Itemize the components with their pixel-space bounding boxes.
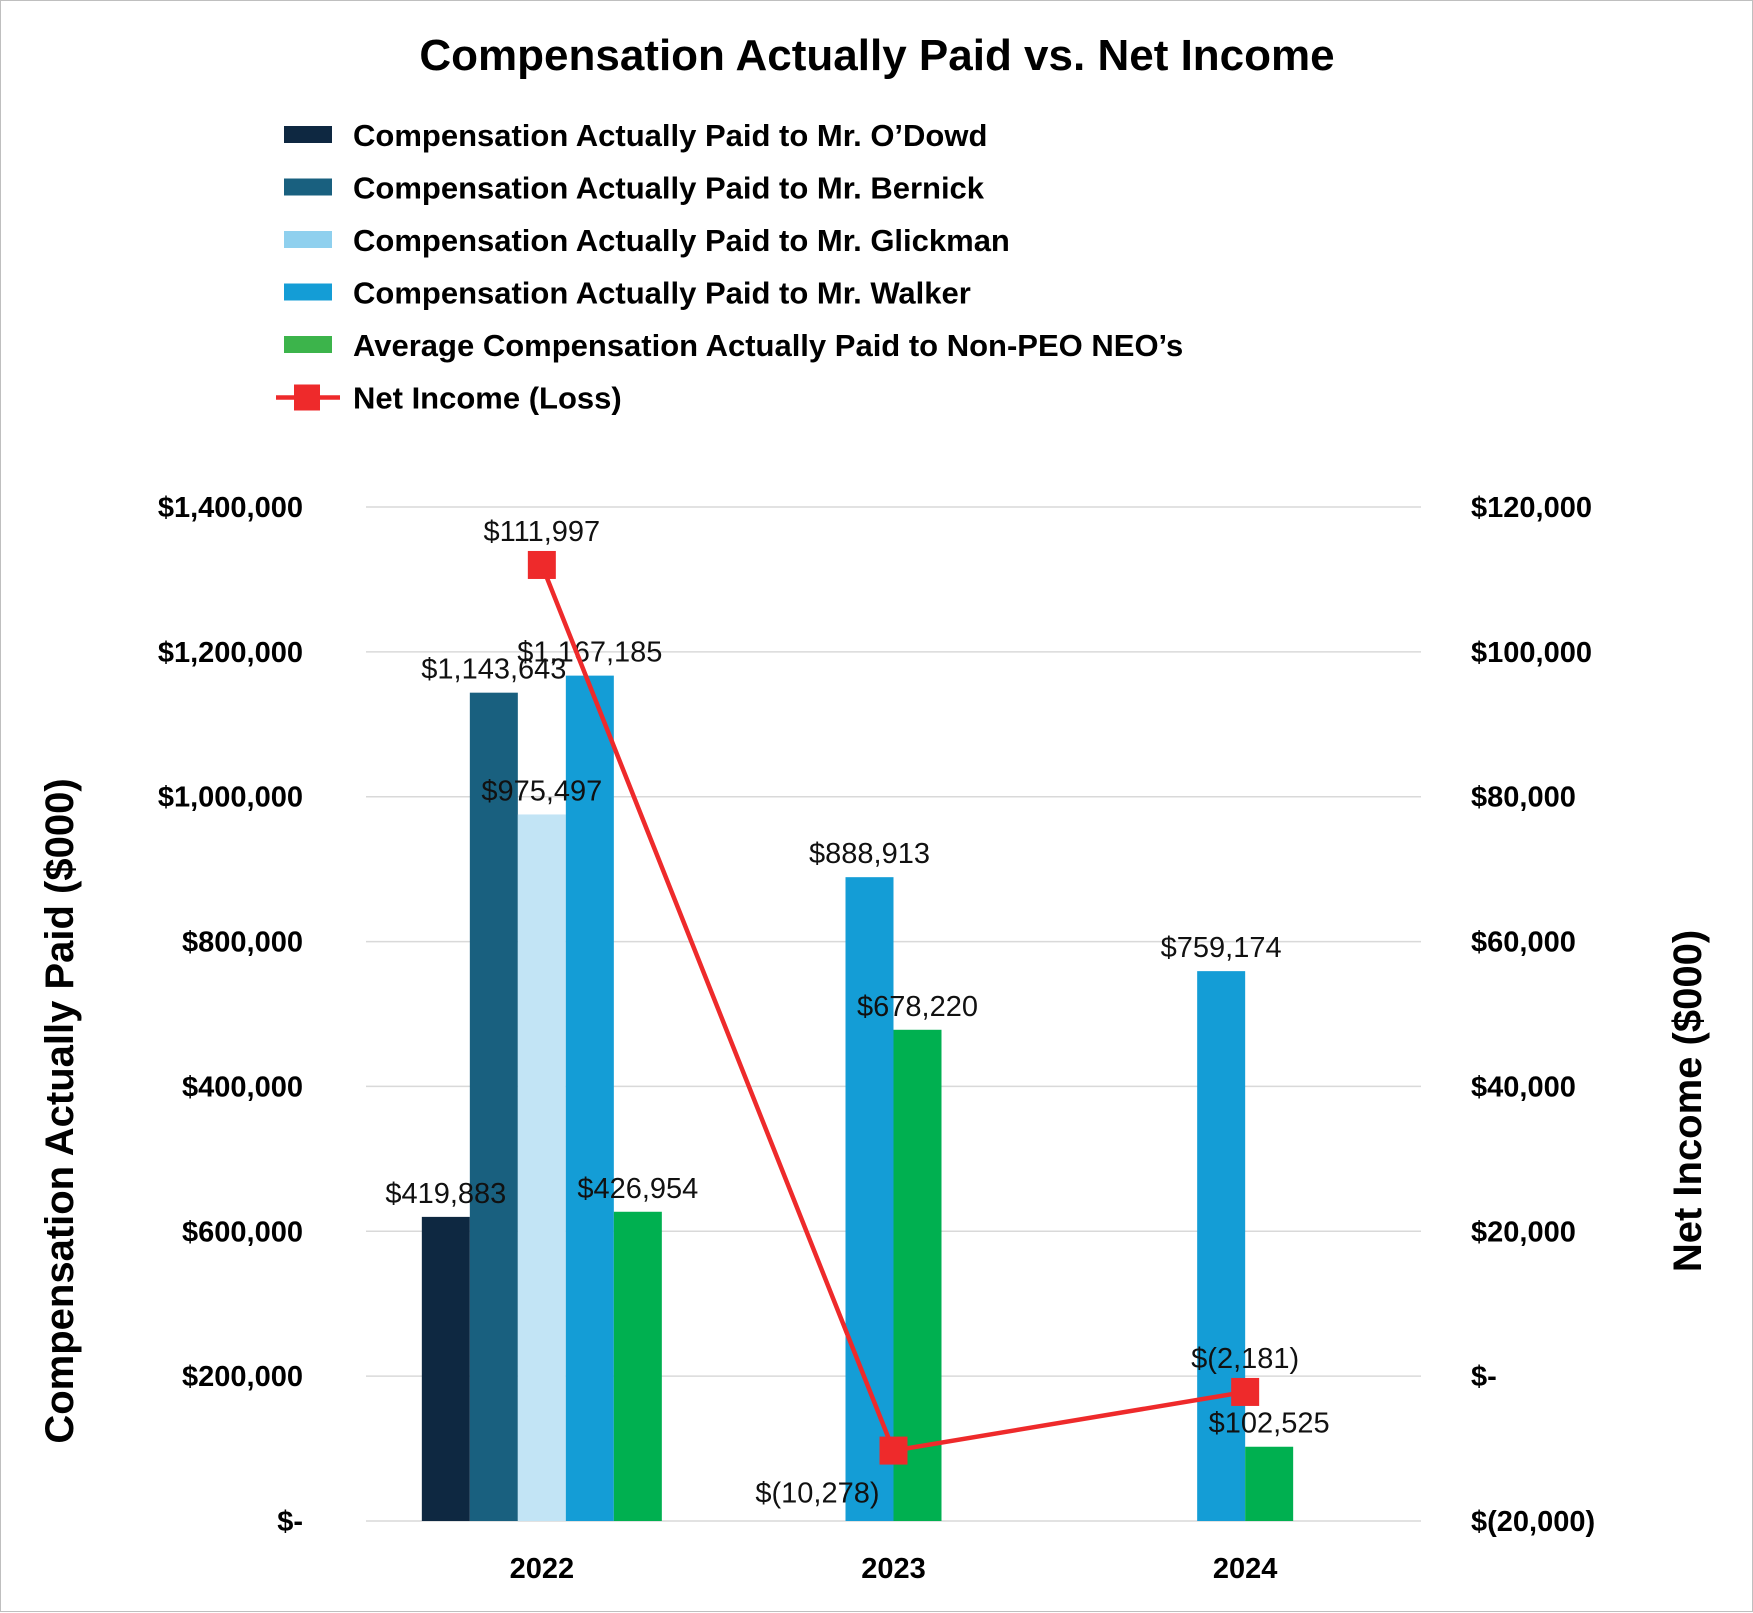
- left-tick-label: $1,200,000: [158, 637, 303, 669]
- right-axis-ticks: $(20,000) $- $20,000 $40,000 $60,000 $80,000 $…: [1471, 492, 1595, 1538]
- right-tick-label: $80,000: [1471, 782, 1576, 814]
- legend: Compensation Actually Paid to Mr. O’Dowd…: [276, 118, 1183, 416]
- net-income-marker: [527, 550, 556, 579]
- x-tick-label: 2024: [1213, 1553, 1278, 1585]
- x-tick-label: 2023: [861, 1553, 926, 1585]
- bar-data-label: $1,143,643: [421, 654, 566, 686]
- right-tick-label: $100,000: [1471, 637, 1592, 669]
- bar-data-label: $759,174: [1161, 932, 1282, 964]
- net-income-marker: [1231, 1377, 1260, 1406]
- bar-data-labels: $419,883 $1,143,643 $975,497 $1,167,185 $426…: [385, 637, 1329, 1440]
- legend-label: Compensation Actually Paid to Mr. Walker: [353, 276, 971, 311]
- left-tick-label: $1,000,000: [158, 782, 303, 814]
- legend-line-marker: [294, 384, 320, 411]
- legend-swatch: [284, 336, 332, 353]
- right-tick-label: $60,000: [1471, 927, 1576, 959]
- bar: [565, 675, 614, 1521]
- right-tick-label: $20,000: [1471, 1216, 1576, 1248]
- net-income-data-label: $111,997: [484, 516, 601, 548]
- legend-swatch: [284, 126, 332, 143]
- left-axis-ticks: $- $200,000 $600,000 $400,000 $800,000 $1,000…: [158, 492, 303, 1538]
- bar: [421, 1216, 470, 1521]
- legend-label: Average Compensation Actually Paid to No…: [353, 328, 1183, 363]
- x-axis-ticks: 2022 2023 2024: [510, 1553, 1278, 1585]
- net-income-marker: [879, 1436, 908, 1465]
- legend-label: Compensation Actually Paid to Mr. O’Dowd: [353, 118, 987, 153]
- right-tick-label: $40,000: [1471, 1071, 1576, 1103]
- right-axis-title: Net Income ($000): [1666, 930, 1710, 1272]
- bar-data-label: $975,497: [481, 775, 602, 807]
- net-income-labels: $111,997 $(10,278) $(2,181): [484, 516, 1300, 1510]
- net-income-data-label: $(10,278): [755, 1478, 879, 1510]
- right-tick-label: $(20,000): [1471, 1506, 1595, 1538]
- left-axis-title: Compensation Actually Paid ($000): [38, 778, 82, 1443]
- bars: [421, 675, 1294, 1521]
- left-tick-label: $1,400,000: [158, 492, 303, 524]
- bar: [845, 877, 894, 1521]
- bar: [469, 692, 518, 1521]
- net-income-line: [527, 550, 1260, 1465]
- bar-data-label: $102,525: [1209, 1408, 1330, 1440]
- left-tick-label: $-: [277, 1506, 303, 1538]
- bar-data-label: $426,954: [577, 1173, 698, 1205]
- legend-label: Compensation Actually Paid to Mr. Bernic…: [353, 171, 985, 206]
- x-tick-label: 2022: [510, 1553, 575, 1585]
- bar: [1197, 971, 1246, 1521]
- left-tick-label: $200,000: [182, 1361, 303, 1393]
- right-tick-label: $-: [1471, 1361, 1497, 1393]
- chart-title: Compensation Actually Paid vs. Net Incom…: [419, 31, 1334, 80]
- right-tick-label: $120,000: [1471, 492, 1592, 524]
- bar-data-label: $888,913: [809, 838, 930, 870]
- left-tick-label: $800,000: [182, 927, 303, 959]
- bar-data-label: $1,167,185: [517, 637, 662, 669]
- legend-swatch: [284, 231, 332, 248]
- legend-label: Net Income (Loss): [353, 381, 622, 416]
- legend-swatch: [284, 283, 332, 301]
- legend-label: Compensation Actually Paid to Mr. Glickm…: [353, 223, 1010, 258]
- left-tick-label: $600,000: [182, 1216, 303, 1248]
- bar: [613, 1211, 662, 1521]
- bar-data-label: $678,220: [857, 991, 978, 1023]
- bar-data-label: $419,883: [385, 1178, 506, 1210]
- net-income-data-label: $(2,181): [1191, 1343, 1299, 1375]
- bar: [1245, 1446, 1294, 1521]
- legend-swatch: [284, 178, 332, 196]
- bar: [517, 814, 566, 1521]
- left-tick-label: $400,000: [182, 1071, 303, 1103]
